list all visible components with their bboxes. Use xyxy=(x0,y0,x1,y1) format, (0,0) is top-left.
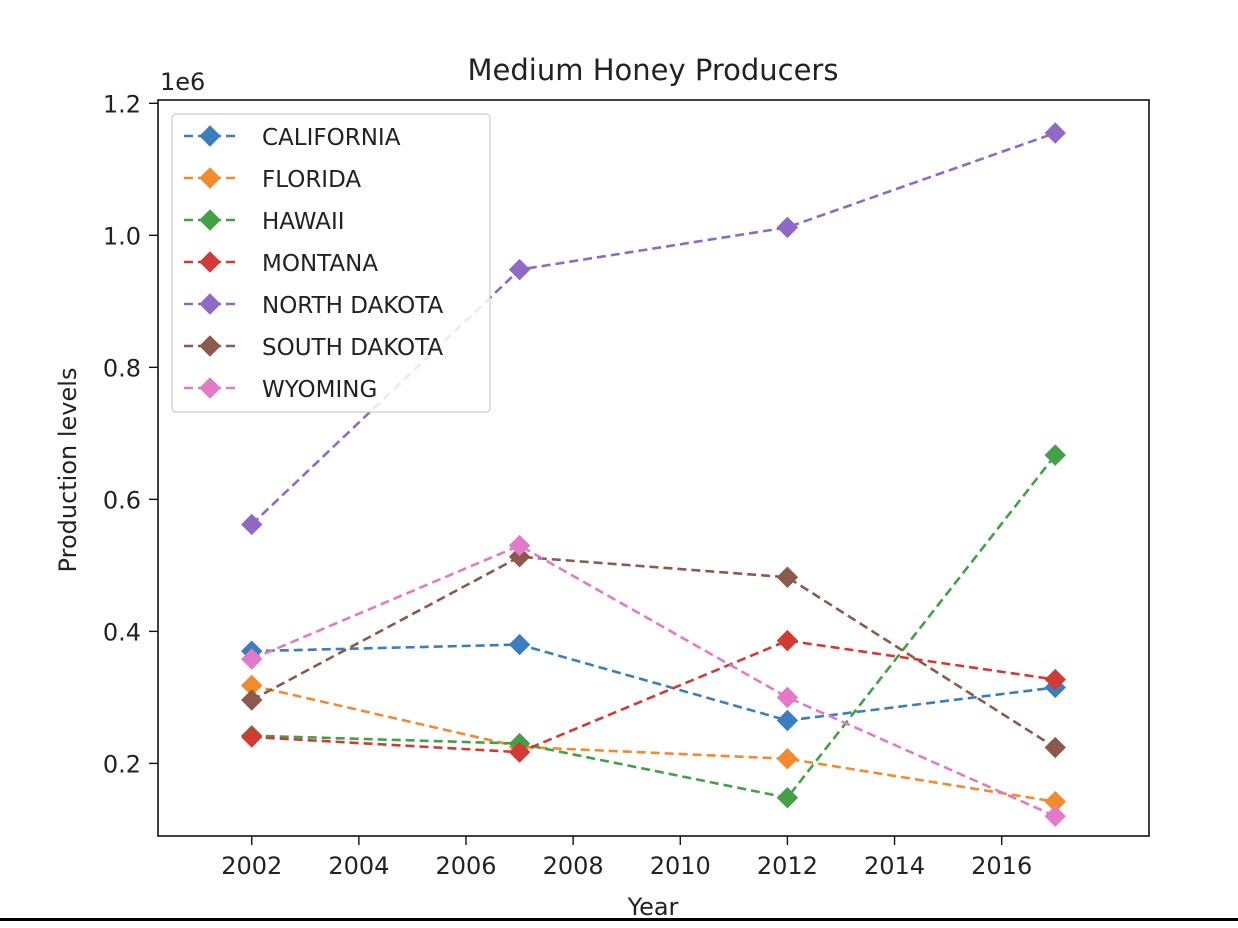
data-point-hawaii xyxy=(776,787,799,809)
legend-label: NORTH DAKOTA xyxy=(262,293,444,319)
data-point-hawaii xyxy=(1044,444,1066,466)
legend-label: CALIFORNIA xyxy=(262,125,401,151)
legend-item-hawaii: HAWAII xyxy=(184,209,345,235)
series-montana xyxy=(241,629,1066,763)
legend-item-north-dakota: NORTH DAKOTA xyxy=(184,293,444,319)
legend-item-montana: MONTANA xyxy=(184,251,378,277)
legend-item-wyoming: WYOMING xyxy=(184,377,377,403)
y-tick-label: 0.8 xyxy=(103,354,141,382)
legend-box xyxy=(171,113,491,413)
bottom-rule xyxy=(0,918,1238,921)
series-line-florida xyxy=(251,684,1056,803)
data-point-north-dakota xyxy=(508,258,531,281)
data-point-california xyxy=(508,633,531,656)
x-tick-label: 2004 xyxy=(328,852,389,880)
legend-label: FLORIDA xyxy=(262,167,361,193)
legend-label: MONTANA xyxy=(262,251,378,277)
x-axis-label: Year xyxy=(627,893,679,921)
data-point-south-dakota xyxy=(508,546,531,568)
data-point-wyoming xyxy=(1044,805,1066,827)
data-point-north-dakota xyxy=(241,513,263,536)
series-south-dakota xyxy=(241,546,1066,759)
data-point-montana xyxy=(1044,668,1066,691)
y-axis-label: Production levels xyxy=(54,368,82,573)
series-line-hawaii xyxy=(251,454,1057,800)
legend-marker xyxy=(199,251,221,273)
x-tick-label: 2008 xyxy=(543,852,604,880)
data-point-wyoming xyxy=(508,534,531,557)
legend-marker xyxy=(199,335,221,357)
legend-item-florida: FLORIDA xyxy=(184,167,361,193)
legend-item-south-dakota: SOUTH DAKOTA xyxy=(184,335,443,361)
y-tick-label: 0.6 xyxy=(103,486,141,514)
x-tick-label: 2012 xyxy=(757,852,818,880)
x-tick-label: 2006 xyxy=(435,852,496,880)
data-point-montana xyxy=(508,741,531,763)
legend-label: WYOMING xyxy=(262,377,377,403)
legend-item-california: CALIFORNIA xyxy=(184,125,401,151)
data-point-california xyxy=(776,709,799,732)
data-point-north-dakota xyxy=(776,216,799,239)
legend-marker xyxy=(199,167,221,189)
legend-marker xyxy=(199,377,221,399)
y-tick-label: 1.0 xyxy=(103,222,141,250)
x-tick-label: 2002 xyxy=(221,852,282,880)
data-point-wyoming xyxy=(776,686,799,709)
legend-label: SOUTH DAKOTA xyxy=(262,335,443,361)
y-axis-offset-label: 1e6 xyxy=(160,68,205,96)
series-wyoming xyxy=(241,534,1066,827)
series-line-wyoming xyxy=(251,544,1056,818)
series-layer xyxy=(241,122,1066,827)
legend-label: HAWAII xyxy=(262,209,345,235)
y-tick-label: 0.4 xyxy=(103,618,141,646)
legend-marker xyxy=(199,125,221,147)
y-tick-label: 1.2 xyxy=(103,90,141,118)
series-line-california xyxy=(251,643,1056,722)
x-tick-label: 2014 xyxy=(864,852,925,880)
series-line-montana xyxy=(251,639,1056,754)
legend-marker xyxy=(199,209,221,231)
data-point-florida xyxy=(776,748,799,770)
series-line-south-dakota xyxy=(251,555,1056,749)
x-tick-label: 2016 xyxy=(971,852,1032,880)
data-point-wyoming xyxy=(241,648,263,670)
data-point-south-dakota xyxy=(1044,736,1066,759)
data-point-montana xyxy=(776,629,799,652)
x-tick-label: 2010 xyxy=(650,852,711,880)
data-point-montana xyxy=(241,726,263,748)
legend: CALIFORNIA FLORIDA HAWAII MONTANA NORTH DAKO… xyxy=(171,113,491,413)
data-point-south-dakota xyxy=(241,689,263,711)
legend-marker xyxy=(199,293,221,315)
data-point-south-dakota xyxy=(776,566,799,588)
y-tick-label: 0.2 xyxy=(103,750,141,778)
chart-title: Medium Honey Producers xyxy=(468,53,839,87)
data-point-north-dakota xyxy=(1044,122,1066,144)
